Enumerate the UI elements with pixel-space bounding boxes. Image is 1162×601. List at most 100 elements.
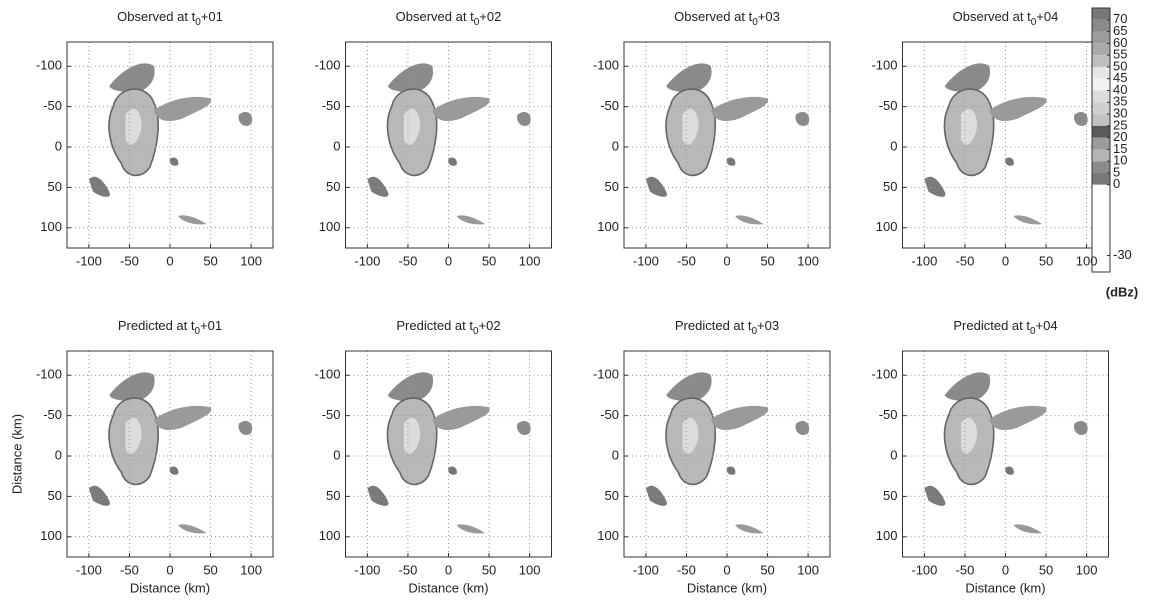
colorbar-band [1092, 138, 1110, 150]
y-tick-label: -100 [871, 367, 897, 382]
radar-panel [624, 351, 830, 557]
colorbar-band [1092, 43, 1110, 55]
title-part: +02 [479, 9, 501, 24]
colorbar-band [1092, 185, 1110, 256]
x-tick-label: 100 [519, 253, 541, 268]
x-tick-label: 50 [1039, 253, 1053, 268]
colorbar-band [1092, 126, 1110, 138]
panel-title: Predicted at t0+01 [118, 318, 222, 336]
x-tick-label: 0 [723, 562, 730, 577]
colorbar-band [1092, 161, 1110, 173]
colorbar-band [1092, 149, 1110, 161]
plot-bg [67, 42, 273, 248]
panel-title: Observed at t0+04 [953, 9, 1059, 27]
y-tick-label: 100 [597, 528, 619, 543]
radar-panel [903, 351, 1109, 557]
x-tick-label: 50 [1039, 562, 1053, 577]
title-part: +03 [757, 318, 779, 333]
panel-title: Predicted at t0+03 [675, 318, 779, 336]
colorbar-tick-label: 0 [1113, 176, 1120, 191]
x-tick-label: 50 [203, 253, 217, 268]
x-tick-label: -100 [633, 562, 659, 577]
y-tick-label: 100 [319, 528, 341, 543]
colorbar-band [1092, 67, 1110, 79]
plot-bg [67, 351, 273, 557]
y-tick-label: -50 [322, 98, 341, 113]
x-tick-label: 100 [519, 562, 541, 577]
colorbar-band [1092, 91, 1110, 103]
colorbar-band [1092, 79, 1110, 91]
colorbar-band [1092, 173, 1110, 185]
x-tick-label: 0 [445, 253, 452, 268]
y-tick-label: -50 [43, 407, 62, 422]
title-part: Observed at t [396, 9, 474, 24]
title-part: Predicted at t [675, 318, 752, 333]
y-tick-label: 100 [597, 219, 619, 234]
y-tick-label: -100 [593, 58, 619, 73]
colorbar-band [1092, 114, 1110, 126]
radar-panel [346, 42, 552, 248]
x-tick-label: -100 [911, 562, 937, 577]
x-tick-label: 50 [203, 562, 217, 577]
colorbar-band [1092, 20, 1110, 32]
x-axis-label: Distance (km) [687, 580, 767, 595]
x-tick-label: -50 [677, 562, 696, 577]
x-tick-label: -50 [956, 562, 975, 577]
title-part: +01 [200, 318, 222, 333]
x-tick-label: 100 [797, 253, 819, 268]
title-part: +04 [1036, 318, 1058, 333]
y-axis-label: Distance (km) [9, 414, 24, 494]
y-tick-label: 50 [883, 179, 897, 194]
x-tick-label: 100 [1076, 253, 1098, 268]
panel-title: Predicted at t0+04 [953, 318, 1057, 336]
y-tick-label: -100 [593, 367, 619, 382]
x-tick-label: 0 [1002, 253, 1009, 268]
x-axis-label: Distance (km) [965, 580, 1045, 595]
x-tick-label: -50 [399, 253, 418, 268]
y-tick-label: 0 [612, 447, 619, 462]
panel-title: Observed at t0+02 [396, 9, 502, 27]
title-part: +02 [479, 318, 501, 333]
x-tick-label: -100 [76, 253, 102, 268]
x-tick-label: 50 [482, 562, 496, 577]
x-tick-label: -100 [911, 253, 937, 268]
panel-title: Observed at t0+01 [117, 9, 223, 27]
radar-panel [67, 42, 273, 248]
panel-title: Predicted at t0+02 [396, 318, 500, 336]
radar-panel [67, 351, 273, 557]
radar-panel [624, 42, 830, 248]
x-tick-label: -100 [354, 562, 380, 577]
x-tick-label: -100 [354, 253, 380, 268]
x-tick-label: 0 [1002, 562, 1009, 577]
y-tick-label: 100 [876, 528, 898, 543]
title-part: +01 [201, 9, 223, 24]
radar-panel [346, 351, 552, 557]
y-tick-label: 0 [55, 447, 62, 462]
figure: -100-50050100-100-50050100Observed at t0… [0, 0, 1162, 601]
title-part: Observed at t [953, 9, 1031, 24]
y-tick-label: 100 [876, 219, 898, 234]
y-tick-label: -50 [322, 407, 341, 422]
x-tick-label: 100 [240, 253, 262, 268]
y-tick-label: -50 [600, 407, 619, 422]
title-part: Predicted at t [118, 318, 195, 333]
x-tick-label: 0 [166, 253, 173, 268]
y-tick-label: 0 [890, 447, 897, 462]
y-tick-label: 100 [40, 219, 62, 234]
colorbar-band [1092, 102, 1110, 114]
plot-bg [624, 42, 830, 248]
colorbar-band [1092, 55, 1110, 67]
x-tick-label: -100 [633, 253, 659, 268]
y-tick-label: -100 [871, 58, 897, 73]
x-tick-label: 100 [1076, 562, 1098, 577]
plot-bg [624, 351, 830, 557]
x-tick-label: 0 [723, 253, 730, 268]
y-tick-label: -50 [600, 98, 619, 113]
panel-title: Observed at t0+03 [674, 9, 780, 27]
y-tick-label: -50 [879, 407, 898, 422]
colorbar-band [1092, 8, 1110, 20]
x-tick-label: 50 [482, 253, 496, 268]
plot-bg [903, 351, 1109, 557]
y-tick-label: -100 [314, 367, 340, 382]
y-tick-label: -100 [36, 367, 62, 382]
